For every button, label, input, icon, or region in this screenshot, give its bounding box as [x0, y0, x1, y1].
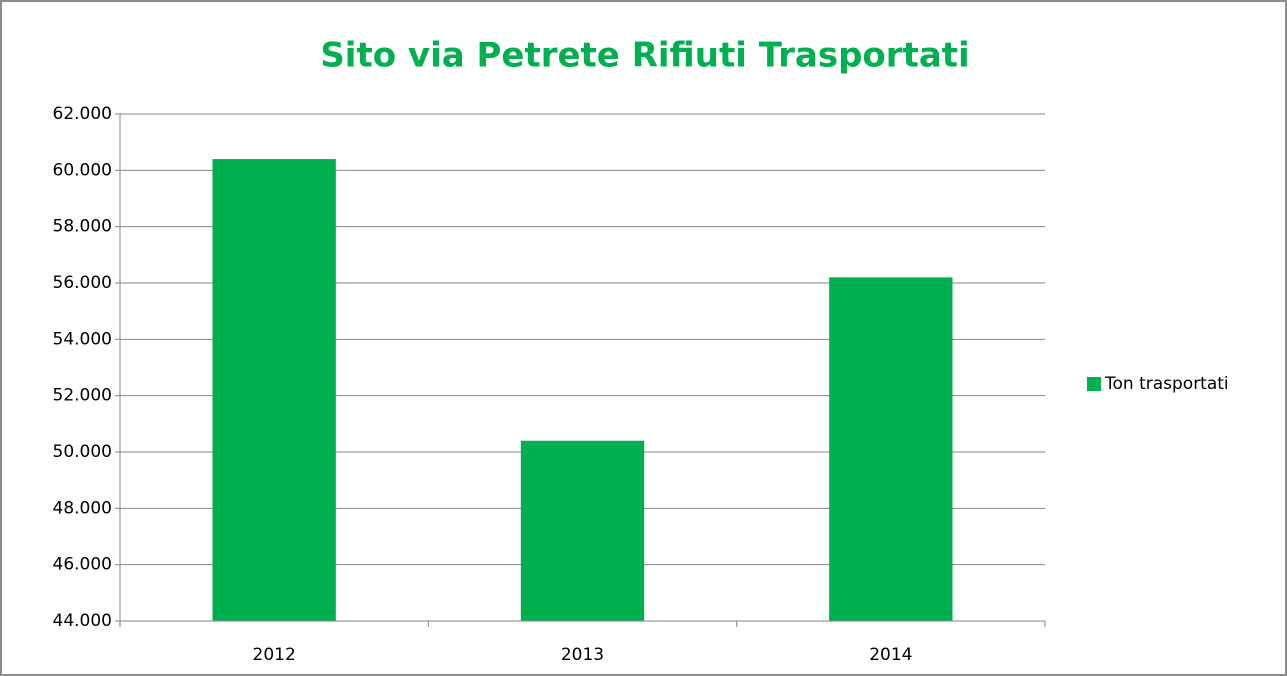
bar: [829, 277, 953, 621]
legend-label: Ton trasportati: [1104, 374, 1229, 394]
x-tick-label: 2013: [561, 645, 604, 665]
x-tick-label: 2014: [869, 645, 912, 665]
y-tick-label: 62.000: [53, 104, 112, 124]
y-tick-label: 50.000: [53, 442, 112, 462]
y-tick-label: 46.000: [53, 555, 112, 575]
x-tick-label: 2012: [253, 645, 296, 665]
chart-title: Sito via Petrete Rifiuti Trasportati: [320, 36, 969, 76]
y-tick-label: 52.000: [53, 386, 112, 406]
legend-swatch: [1087, 377, 1101, 391]
y-tick-label: 48.000: [53, 498, 112, 518]
y-tick-label: 58.000: [53, 217, 112, 237]
y-tick-label: 44.000: [53, 611, 112, 631]
bar: [212, 159, 336, 622]
y-tick-label: 54.000: [53, 329, 112, 349]
y-tick-label: 56.000: [53, 273, 112, 293]
y-tick-label: 60.000: [53, 160, 112, 180]
bar: [520, 440, 645, 621]
